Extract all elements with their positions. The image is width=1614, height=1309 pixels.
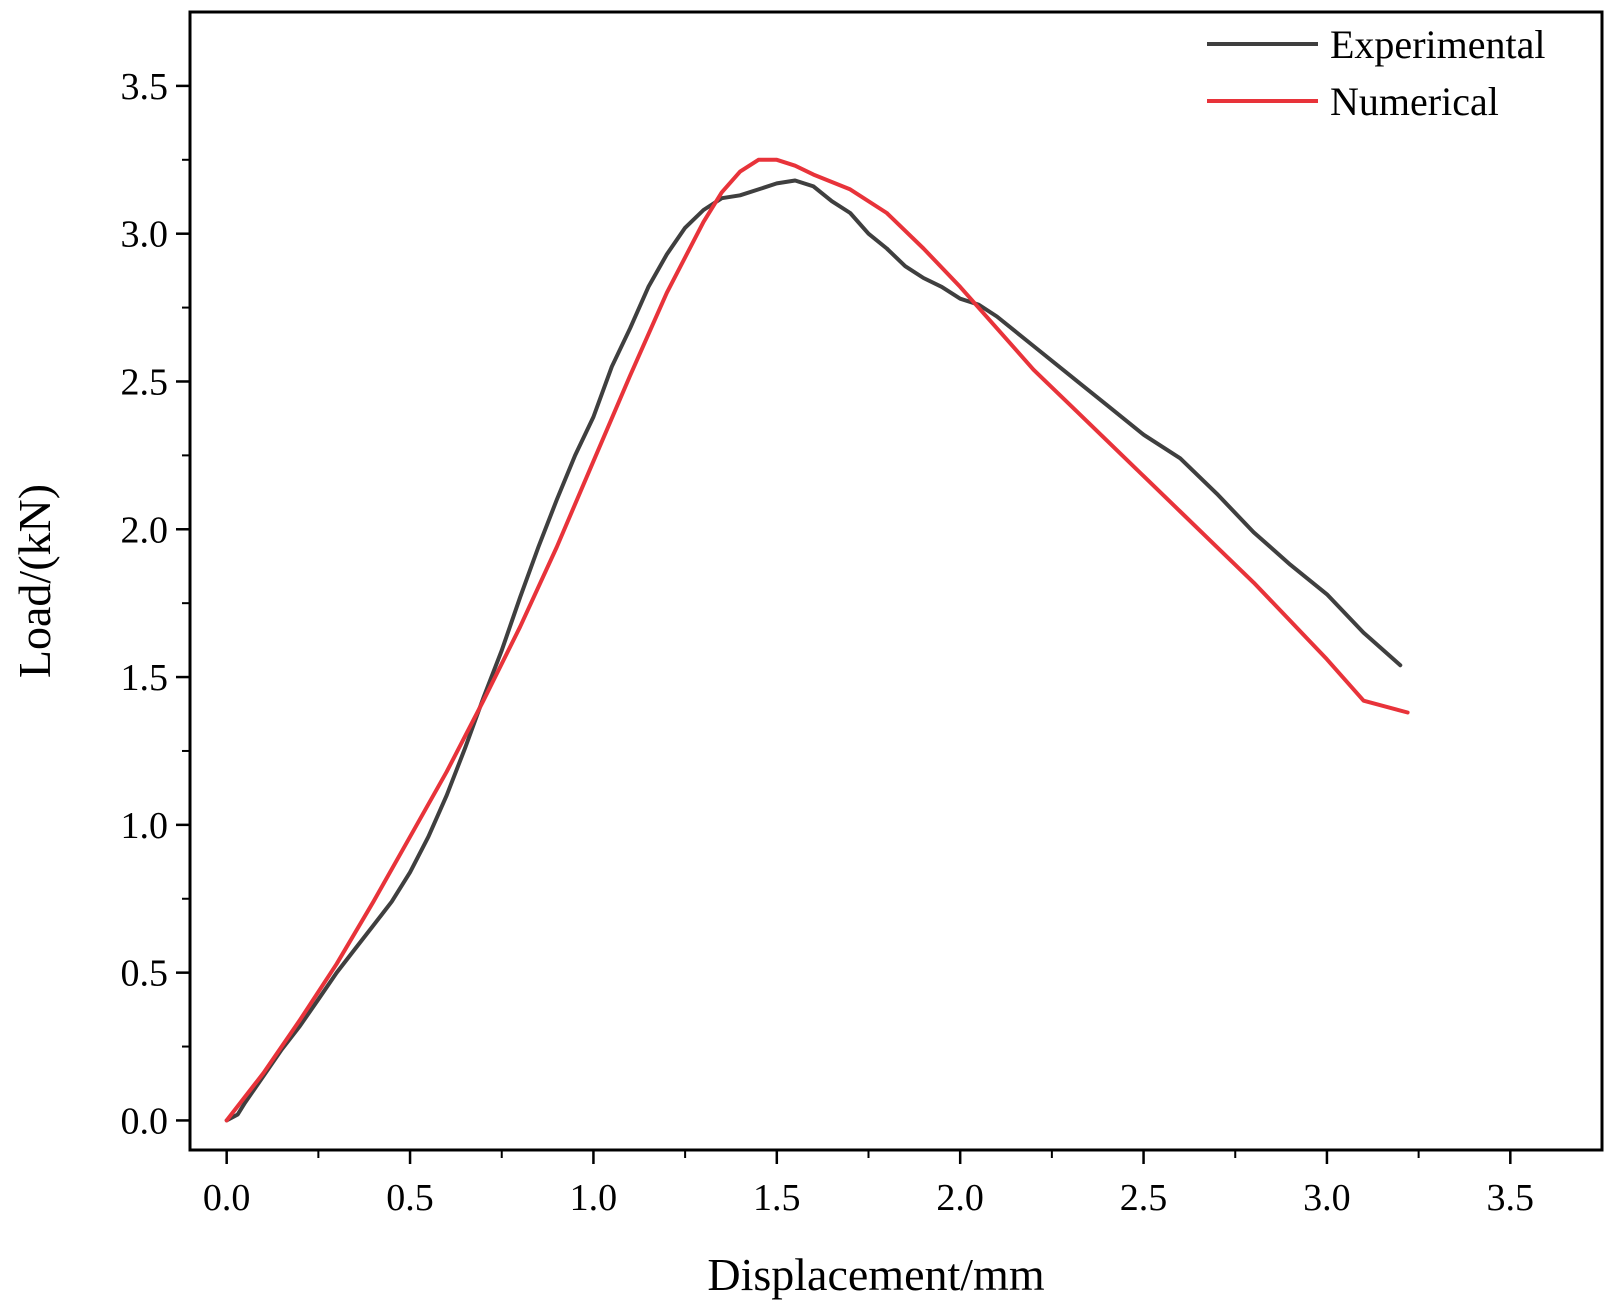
- x-tick-label: 1.5: [753, 1177, 801, 1219]
- y-tick-label: 0.5: [121, 953, 169, 995]
- series-lines: [224, 157, 1410, 1123]
- plot-frame: [188, 10, 1604, 1152]
- y-axis: 0.0 0.5 1.0 1.5 2.0 2.5 3.0 3.5: [121, 66, 190, 1142]
- y-tick-label: 1.0: [121, 805, 169, 847]
- plot-border: [188, 10, 1604, 1152]
- series-line-experimental: [224, 178, 1403, 1123]
- y-tick-label: 2.0: [121, 509, 169, 551]
- y-tick-label: 3.0: [121, 214, 169, 256]
- y-tick-label: 2.5: [121, 361, 169, 403]
- legend: Experimental Numerical: [1207, 22, 1545, 124]
- x-tick-label: 3.0: [1303, 1177, 1351, 1219]
- y-tick-label: 3.5: [121, 66, 169, 108]
- legend-label-numerical: Numerical: [1330, 79, 1499, 124]
- legend-label-experimental: Experimental: [1330, 22, 1545, 67]
- x-tick-label: 0.5: [386, 1177, 434, 1219]
- x-axis-title: Displacement/mm: [707, 1249, 1044, 1300]
- x-axis: 0.0 0.5 1.0 1.5 2.0 2.5 3.0 3.5: [203, 1150, 1534, 1219]
- x-tick-label: 3.5: [1487, 1177, 1535, 1219]
- series-line-numerical: [224, 157, 1410, 1123]
- y-tick-label: 0.0: [121, 1100, 169, 1142]
- x-tick-label: 2.0: [936, 1177, 984, 1219]
- x-tick-label: 2.5: [1120, 1177, 1168, 1219]
- x-tick-label: 1.0: [570, 1177, 618, 1219]
- y-axis-title: Load/(kN): [9, 484, 60, 678]
- y-tick-label: 1.5: [121, 657, 169, 699]
- x-tick-label: 0.0: [203, 1177, 251, 1219]
